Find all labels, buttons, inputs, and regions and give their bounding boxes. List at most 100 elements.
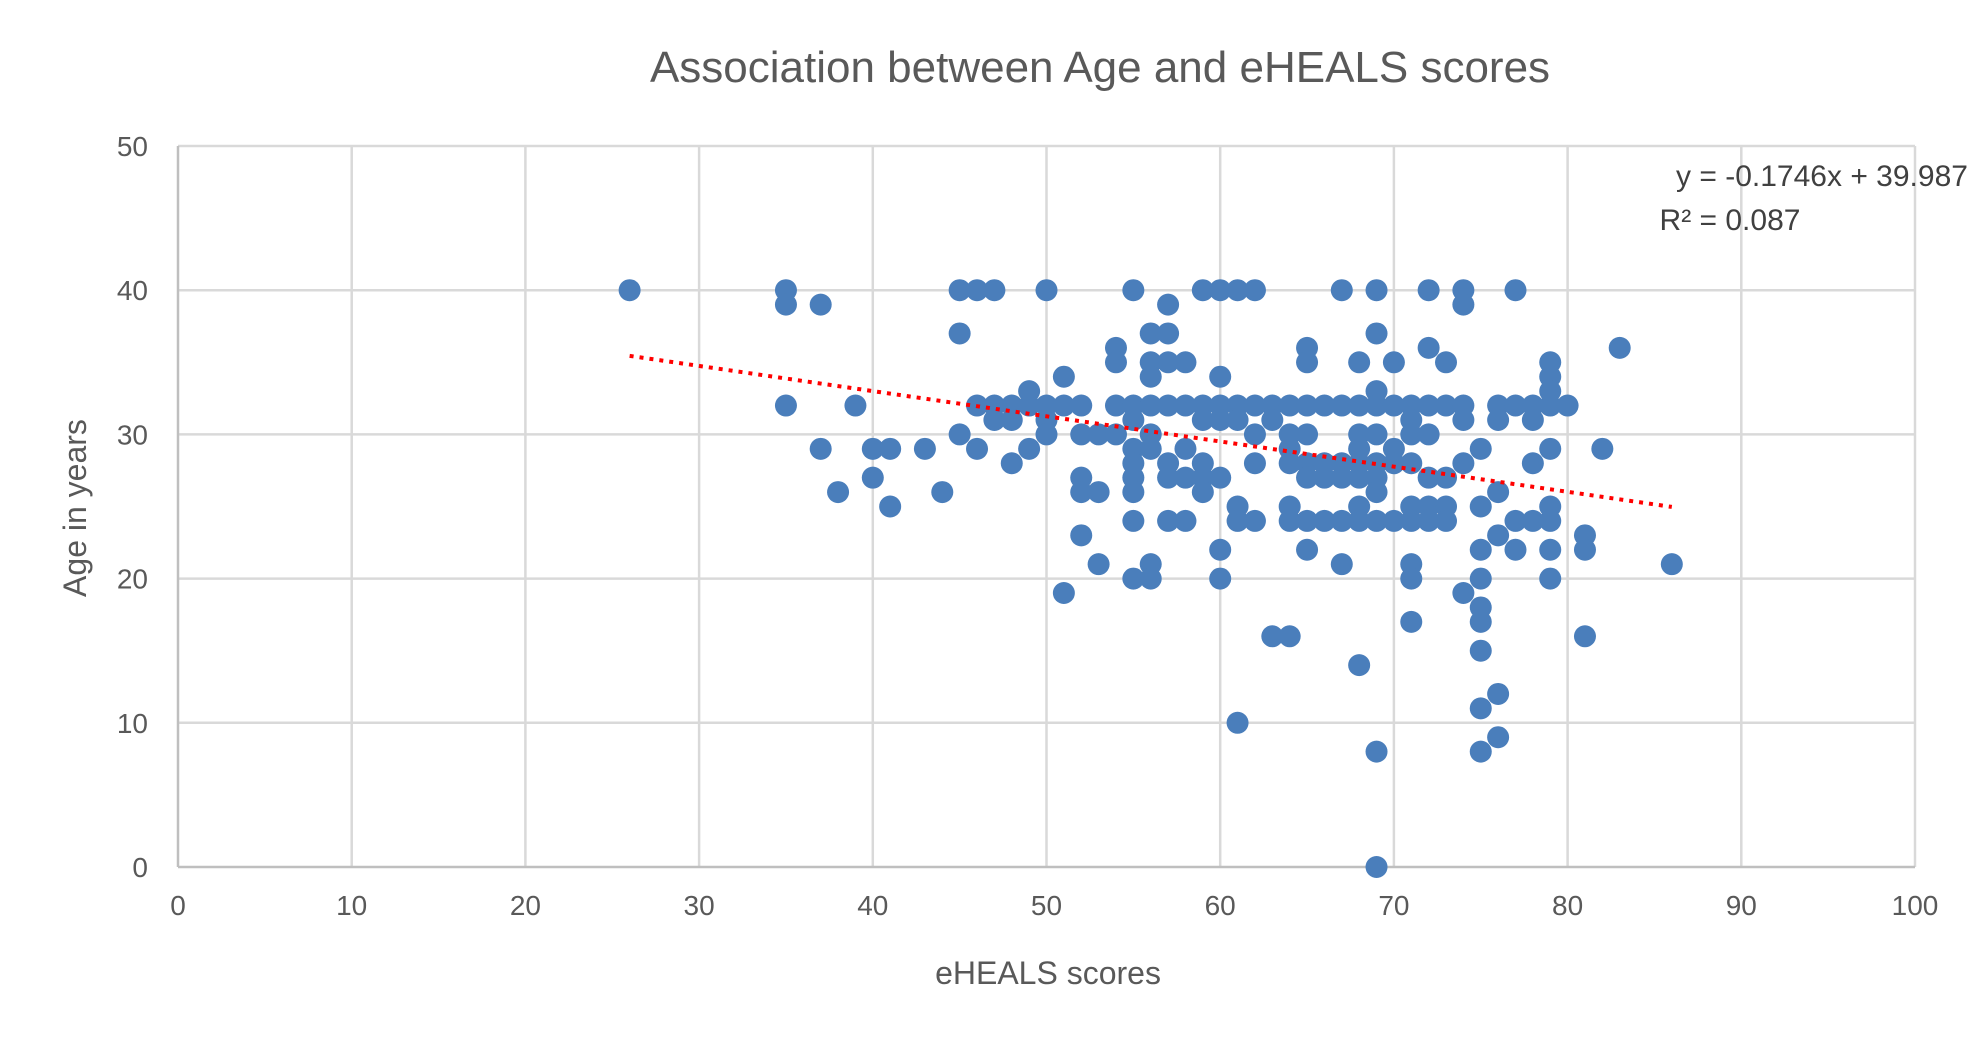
y-axis-label: Age in years [57, 419, 93, 597]
data-point [913, 437, 936, 460]
data-point [1400, 610, 1423, 633]
data-point [1330, 553, 1353, 576]
data-point [1330, 509, 1353, 532]
data-point [1191, 481, 1214, 504]
data-point [1070, 423, 1093, 446]
data-point [1452, 452, 1475, 475]
data-point [1365, 481, 1388, 504]
data-point [1400, 509, 1423, 532]
data-point [1174, 394, 1197, 417]
data-point [1313, 394, 1336, 417]
data-point [1469, 639, 1492, 662]
data-point [1122, 567, 1145, 590]
data-point [1157, 466, 1180, 489]
data-point [1052, 394, 1075, 417]
data-point [1400, 452, 1423, 475]
data-point [1139, 394, 1162, 417]
data-point [983, 408, 1006, 431]
x-tick-label: 90 [1726, 890, 1757, 921]
data-point [1469, 567, 1492, 590]
data-point [1209, 538, 1232, 561]
data-point [1365, 509, 1388, 532]
data-point [1261, 408, 1284, 431]
data-point [1365, 423, 1388, 446]
data-point [1122, 481, 1145, 504]
data-point [1365, 394, 1388, 417]
data-point [1157, 293, 1180, 316]
data-point [1539, 567, 1562, 590]
data-point [1539, 394, 1562, 417]
data-point [1139, 567, 1162, 590]
data-point [879, 437, 902, 460]
data-point [1382, 509, 1405, 532]
x-tick-label: 30 [684, 890, 715, 921]
data-point [1087, 423, 1110, 446]
data-point [1400, 567, 1423, 590]
data-point [1157, 322, 1180, 345]
data-point [1139, 365, 1162, 388]
data-point [1487, 408, 1510, 431]
data-point [1660, 553, 1683, 576]
data-point [1469, 740, 1492, 763]
data-point [1348, 394, 1371, 417]
data-point [1435, 351, 1458, 374]
data-point [1278, 625, 1301, 648]
data-point [1226, 509, 1249, 532]
data-point [1382, 351, 1405, 374]
data-point [1469, 495, 1492, 518]
data-point [1296, 466, 1319, 489]
data-point [1296, 351, 1319, 374]
data-point [1035, 423, 1058, 446]
data-point [1452, 408, 1475, 431]
data-point [774, 293, 797, 316]
axes [176, 146, 1915, 869]
data-point [1157, 509, 1180, 532]
data-point [1122, 279, 1145, 302]
data-point [861, 466, 884, 489]
data-point [1278, 394, 1301, 417]
data-point [983, 279, 1006, 302]
data-point [1487, 726, 1510, 749]
gridlines [178, 144, 1917, 867]
chart-title: Association between Age and eHEALS score… [650, 43, 1550, 92]
data-point [1070, 524, 1093, 547]
x-tick-label: 0 [170, 890, 186, 921]
data-point [1018, 437, 1041, 460]
data-point [1104, 423, 1127, 446]
data-point [966, 279, 989, 302]
data-point [1539, 538, 1562, 561]
tick-labels: 0 10 20 30 40 50 60 70 80 90 100 0 10 20 30 40 50 [117, 131, 1939, 921]
x-tick-label: 20 [510, 890, 541, 921]
data-point [1365, 279, 1388, 302]
data-point [1174, 509, 1197, 532]
data-point [1278, 509, 1301, 532]
data-point [1243, 279, 1266, 302]
data-point [1139, 322, 1162, 345]
data-point [1209, 279, 1232, 302]
x-tick-label: 10 [336, 890, 367, 921]
data-point [1556, 394, 1579, 417]
data-point [1209, 466, 1232, 489]
data-point [809, 437, 832, 460]
data-point [1417, 509, 1440, 532]
data-point [931, 481, 954, 504]
data-point [1348, 654, 1371, 677]
data-point [1313, 509, 1336, 532]
x-tick-label: 60 [1205, 890, 1236, 921]
data-point [1035, 279, 1058, 302]
data-point [1539, 509, 1562, 532]
data-point [948, 423, 971, 446]
y-tick-label: 50 [117, 131, 148, 162]
data-point [1209, 408, 1232, 431]
data-point [1504, 279, 1527, 302]
x-tick-label: 80 [1552, 890, 1583, 921]
data-point [1104, 351, 1127, 374]
data-point [966, 437, 989, 460]
y-tick-label: 20 [117, 564, 148, 595]
data-point [1435, 509, 1458, 532]
data-point [1157, 394, 1180, 417]
data-point [1174, 351, 1197, 374]
data-point [1139, 437, 1162, 460]
data-point [1487, 524, 1510, 547]
data-point [1174, 437, 1197, 460]
